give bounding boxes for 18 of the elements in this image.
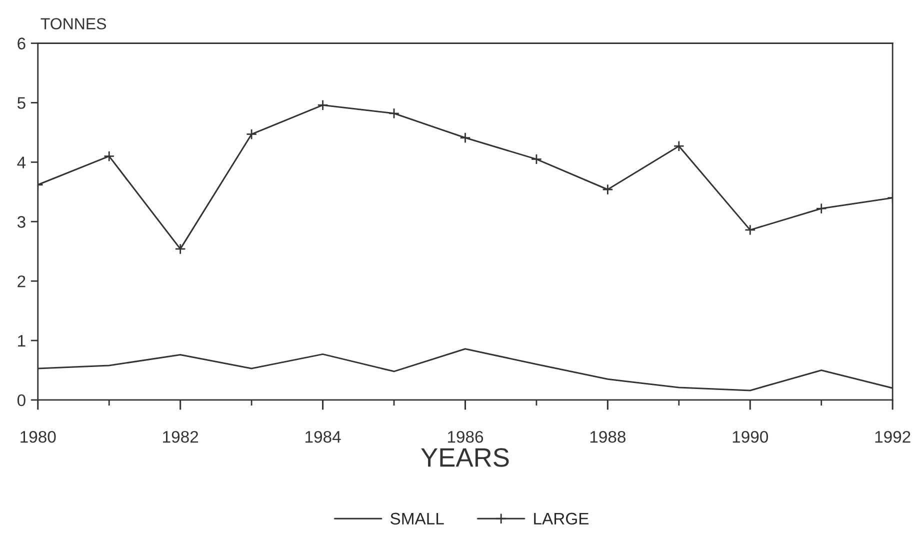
x-tick-label: 1982 xyxy=(163,430,198,443)
x-axis-title: YEARS xyxy=(421,448,509,467)
y-tick-label: 1 xyxy=(18,335,26,347)
y-tick-label: 3 xyxy=(17,216,26,228)
x-tick-label: 1986 xyxy=(448,430,484,443)
y-tick-label: 0 xyxy=(17,394,26,406)
x-tick-label: 1988 xyxy=(590,430,626,443)
y-tick-label: 2 xyxy=(18,275,26,288)
y-tick-label: 4 xyxy=(17,156,26,168)
y-axis-title: TONNES xyxy=(40,18,106,30)
x-tick-label: 1992 xyxy=(875,430,910,443)
x-tick-label: 1980 xyxy=(20,430,56,443)
legend-label: LARGE xyxy=(534,512,589,525)
legend-label: SMALL xyxy=(390,512,444,525)
x-tick-label: 1990 xyxy=(732,430,768,443)
y-tick-label: 5 xyxy=(17,97,26,109)
y-tick-label: 6 xyxy=(18,38,26,50)
x-tick-label: 1984 xyxy=(306,430,341,443)
